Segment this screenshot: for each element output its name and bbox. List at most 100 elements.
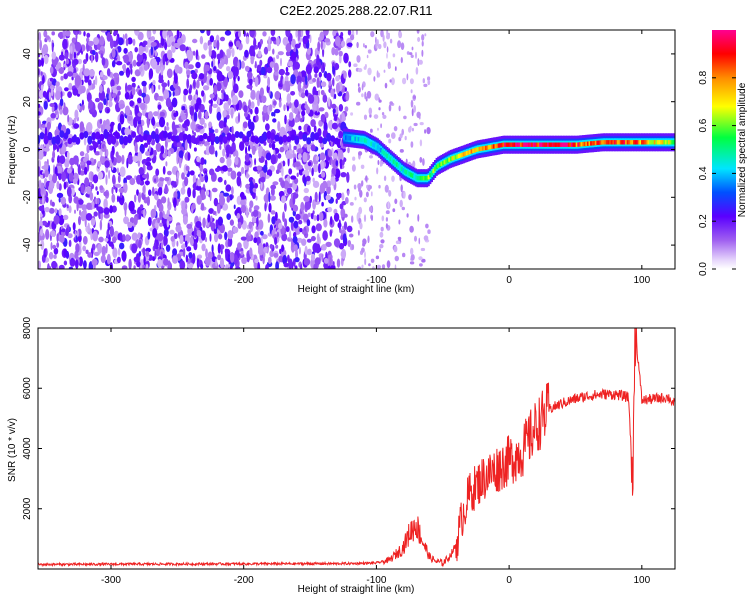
ridge-speckle [79,132,85,140]
noise-speckle [209,129,215,134]
noise-speckle [279,146,285,153]
noise-speckle [93,37,100,45]
noise-speckle [352,156,356,161]
noise-speckle [265,152,272,161]
noise-speckle [187,187,192,198]
noise-speckle [42,194,45,206]
noise-speckle [172,181,178,188]
noise-speckle [65,250,70,259]
noise-speckle [311,167,314,177]
noise-speckle [314,257,321,266]
noise-speckle [41,220,48,226]
noise-speckle [321,244,327,251]
ridge-cell [472,148,475,153]
noise-speckle [421,40,424,47]
noise-speckle [276,54,280,60]
noise-speckle [209,104,213,115]
ridge-cell [392,159,395,164]
noise-speckle [288,143,292,151]
noise-speckle [46,121,52,130]
noise-speckle [346,225,353,233]
noise-speckle [299,228,303,233]
noise-speckle [388,65,391,69]
noise-speckle [38,260,41,269]
ridge-cell [489,144,492,150]
noise-speckle [179,44,186,52]
noise-speckle [45,35,50,40]
ridge-cell [362,137,365,142]
noise-speckle [419,156,423,163]
noise-speckle [223,122,227,128]
noise-speckle [244,111,248,118]
noise-speckle [286,187,293,195]
noise-speckle [328,120,333,130]
noise-speckle [267,76,271,88]
noise-speckle [215,167,220,172]
noise-speckle [294,43,301,49]
noise-speckle [199,36,204,45]
noise-speckle [240,199,246,207]
ridge-cell [577,142,580,147]
ridge-cell [534,142,537,147]
ridge-cell [586,141,590,146]
noise-speckle [248,206,252,213]
noise-speckle [87,252,93,258]
noise-speckle [343,70,347,79]
noise-speckle [400,57,403,64]
noise-speckle [200,202,205,211]
noise-speckle [271,216,276,225]
noise-speckle [338,50,343,57]
noise-speckle [166,68,173,79]
noise-speckle [304,200,312,210]
noise-speckle [172,248,178,256]
ridge-speckle [99,133,105,142]
noise-speckle [134,47,138,53]
ridge-cell [510,142,513,147]
noise-speckle [217,243,221,254]
noise-speckle [306,238,312,243]
ridge-cell [470,149,473,154]
noise-speckle [106,253,111,265]
ridge-cell [660,140,663,145]
ridge-cell [661,140,664,145]
noise-speckle [113,30,118,36]
noise-speckle [42,44,49,55]
noise-speckle [143,142,148,148]
noise-speckle [236,175,242,187]
noise-speckle [131,243,138,254]
noise-speckle [153,150,157,156]
noise-speckle [274,71,279,76]
noise-speckle [255,195,258,201]
noise-speckle [76,200,79,212]
noise-speckle [164,42,168,51]
ridge-speckle [103,129,109,139]
noise-speckle [252,187,257,193]
ridge-cell [647,140,650,145]
noise-speckle [197,125,204,130]
ridge-cell [599,140,602,145]
noise-speckle [263,193,270,203]
noise-speckle [57,62,62,69]
noise-speckle [180,187,186,195]
ridge-cell [500,142,504,148]
noise-speckle [166,216,173,222]
ridge-cell [620,140,623,145]
snr-x-tick-label: 100 [633,575,650,586]
ridge-speckle [63,132,69,140]
noise-speckle [38,103,41,108]
noise-speckle [310,212,314,220]
noise-speckle [91,201,95,210]
noise-speckle [293,106,299,115]
noise-speckle [285,123,289,133]
ridge-cell [400,166,403,172]
noise-speckle [154,50,158,57]
noise-speckle [225,56,229,65]
noise-speckle [137,97,142,104]
ridge-cell [394,160,397,166]
noise-speckle [152,79,156,86]
noise-speckle [278,68,285,76]
noise-speckle [199,163,204,172]
spectrogram-x-label: Height of straight line (km) [298,284,415,295]
noise-speckle [51,31,55,36]
noise-speckle [179,260,186,269]
